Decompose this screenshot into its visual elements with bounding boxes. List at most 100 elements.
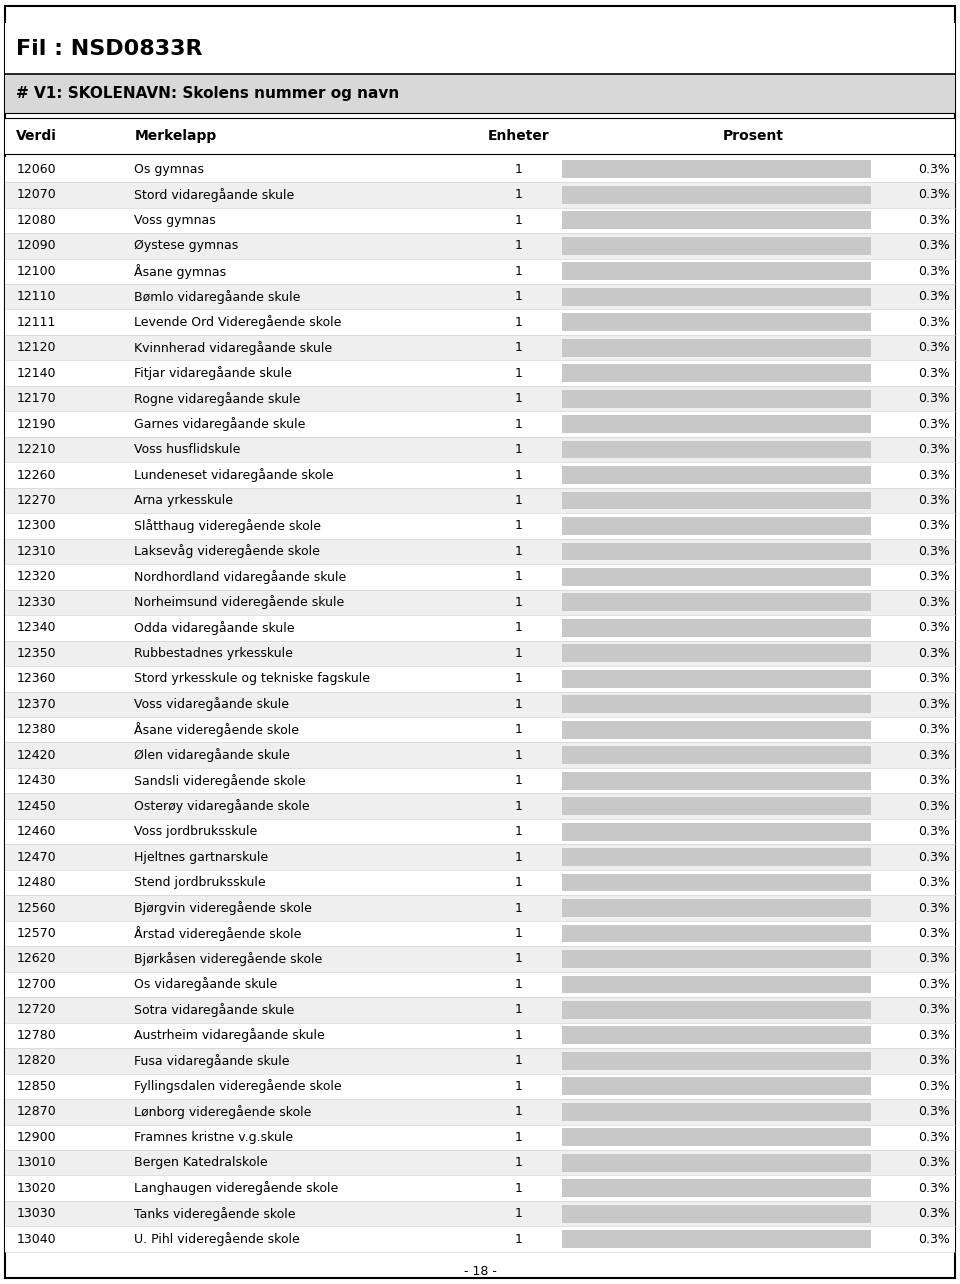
- Text: 0.3%: 0.3%: [919, 1131, 950, 1144]
- Text: 1: 1: [515, 316, 522, 329]
- Text: 12190: 12190: [16, 417, 56, 430]
- Text: 0.3%: 0.3%: [919, 723, 950, 736]
- Text: 1: 1: [515, 392, 522, 406]
- Bar: [5, 794, 955, 819]
- Text: 1: 1: [515, 876, 522, 889]
- Text: Prosent: Prosent: [723, 130, 784, 143]
- Bar: [5, 1175, 955, 1201]
- Text: 12060: 12060: [16, 163, 56, 176]
- Text: 1: 1: [515, 1054, 522, 1067]
- Text: Voss husflidskule: Voss husflidskule: [134, 443, 241, 456]
- Text: Merkelapp: Merkelapp: [134, 130, 217, 143]
- Text: 12300: 12300: [16, 520, 56, 533]
- Bar: [5, 284, 955, 309]
- Bar: [5, 1125, 955, 1150]
- Text: 0.3%: 0.3%: [919, 927, 950, 940]
- Text: Odda vidaregåande skule: Odda vidaregåande skule: [134, 621, 295, 634]
- Text: 12360: 12360: [16, 673, 56, 686]
- Bar: [562, 645, 871, 663]
- Text: Kvinnherad vidaregåande skule: Kvinnherad vidaregåande skule: [134, 340, 332, 354]
- Bar: [5, 462, 955, 488]
- Text: 12120: 12120: [16, 342, 56, 354]
- Text: 12460: 12460: [16, 826, 56, 838]
- Bar: [562, 339, 871, 357]
- Text: 0.3%: 0.3%: [919, 265, 950, 277]
- Text: 1: 1: [515, 826, 522, 838]
- Bar: [5, 1048, 955, 1073]
- Text: 0.3%: 0.3%: [919, 1003, 950, 1017]
- Text: 1: 1: [515, 978, 522, 991]
- Bar: [5, 869, 955, 895]
- Text: 12140: 12140: [16, 367, 56, 380]
- Text: 1: 1: [515, 570, 522, 583]
- Bar: [562, 772, 871, 790]
- Bar: [5, 1201, 955, 1226]
- Bar: [562, 1002, 871, 1018]
- Text: 0.3%: 0.3%: [919, 342, 950, 354]
- Text: Bømlo vidaregåande skule: Bømlo vidaregåande skule: [134, 290, 300, 304]
- Text: 0.3%: 0.3%: [919, 1157, 950, 1170]
- Text: Norheimsund videregående skule: Norheimsund videregående skule: [134, 596, 345, 610]
- Text: Lønborg videregående skole: Lønborg videregående skole: [134, 1104, 312, 1118]
- Text: 0.3%: 0.3%: [919, 1106, 950, 1118]
- Bar: [5, 514, 955, 539]
- Bar: [562, 797, 871, 815]
- Text: 0.3%: 0.3%: [919, 189, 950, 202]
- Text: 0.3%: 0.3%: [919, 978, 950, 991]
- Text: Åsane videregående skole: Åsane videregående skole: [134, 723, 300, 737]
- Text: 0.3%: 0.3%: [919, 239, 950, 252]
- Bar: [5, 74, 955, 113]
- Text: Stord vidaregåande skule: Stord vidaregåande skule: [134, 187, 295, 202]
- Text: Fil : NSD0833R: Fil : NSD0833R: [16, 39, 203, 59]
- Bar: [562, 1026, 871, 1044]
- Text: Nordhordland vidaregåande skule: Nordhordland vidaregåande skule: [134, 570, 347, 584]
- Bar: [562, 823, 871, 841]
- Text: 12270: 12270: [16, 494, 56, 507]
- Bar: [562, 212, 871, 230]
- Text: Hjeltnes gartnarskule: Hjeltnes gartnarskule: [134, 850, 269, 864]
- Bar: [5, 1073, 955, 1099]
- Bar: [5, 1022, 955, 1048]
- Text: Garnes vidaregåande skule: Garnes vidaregåande skule: [134, 417, 306, 431]
- Text: 12450: 12450: [16, 800, 56, 813]
- Text: 1: 1: [515, 697, 522, 711]
- Text: 0.3%: 0.3%: [919, 749, 950, 761]
- Text: Voss vidaregåande skule: Voss vidaregåande skule: [134, 697, 289, 711]
- Bar: [5, 309, 955, 335]
- Text: 12470: 12470: [16, 850, 56, 864]
- Text: 0.3%: 0.3%: [919, 901, 950, 914]
- Text: Fusa vidaregåande skule: Fusa vidaregåande skule: [134, 1054, 290, 1068]
- Text: 0.3%: 0.3%: [919, 876, 950, 889]
- Text: 1: 1: [515, 163, 522, 176]
- Text: U. Pihl videregående skole: U. Pihl videregående skole: [134, 1233, 300, 1247]
- Bar: [562, 568, 871, 586]
- Text: 1: 1: [515, 494, 522, 507]
- Bar: [5, 258, 955, 284]
- Text: 1: 1: [515, 800, 522, 813]
- Text: Stord yrkesskule og tekniske fagskule: Stord yrkesskule og tekniske fagskule: [134, 673, 371, 686]
- Text: 0.3%: 0.3%: [919, 697, 950, 711]
- Bar: [562, 873, 871, 891]
- Text: 1: 1: [515, 1131, 522, 1144]
- Text: 1: 1: [515, 1157, 522, 1170]
- Text: # V1: SKOLENAVN: Skolens nummer og navn: # V1: SKOLENAVN: Skolens nummer og navn: [16, 86, 399, 101]
- Text: 1: 1: [515, 1233, 522, 1245]
- Text: Austrheim vidaregåande skule: Austrheim vidaregåande skule: [134, 1028, 325, 1043]
- Text: 1: 1: [515, 850, 522, 864]
- Text: 1: 1: [515, 443, 522, 456]
- Text: Os gymnas: Os gymnas: [134, 163, 204, 176]
- Text: 13020: 13020: [16, 1181, 56, 1194]
- Text: 0.3%: 0.3%: [919, 1028, 950, 1041]
- Bar: [562, 160, 871, 178]
- Bar: [562, 1103, 871, 1121]
- Text: 12560: 12560: [16, 901, 56, 914]
- Text: 12070: 12070: [16, 189, 56, 202]
- Text: Bjørgvin videregående skole: Bjørgvin videregående skole: [134, 901, 312, 915]
- Text: 1: 1: [515, 723, 522, 736]
- Text: 0.3%: 0.3%: [919, 826, 950, 838]
- Text: 1: 1: [515, 749, 522, 761]
- Text: 1: 1: [515, 1207, 522, 1220]
- Text: Sandsli videregående skole: Sandsli videregående skole: [134, 774, 306, 787]
- Text: 1: 1: [515, 417, 522, 430]
- Text: 12420: 12420: [16, 749, 56, 761]
